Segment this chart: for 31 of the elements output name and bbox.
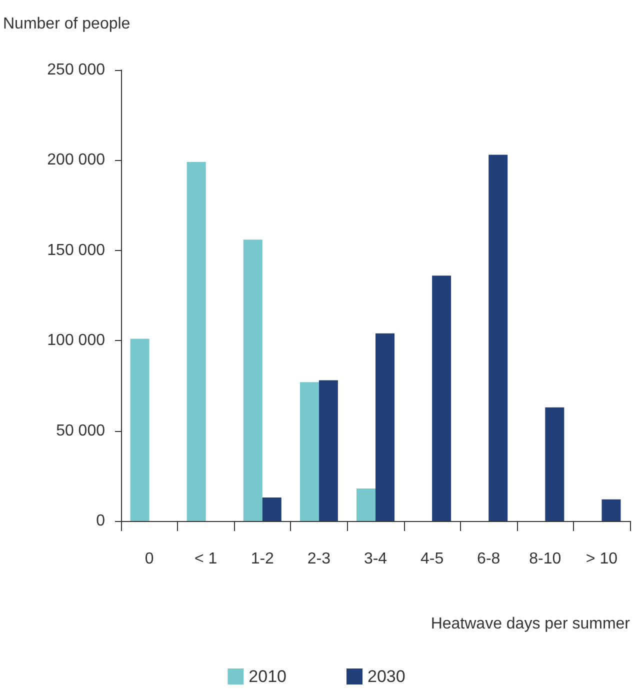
bar: [186, 162, 206, 521]
bar: [602, 499, 621, 521]
x-tick-label: 0: [144, 550, 154, 568]
bar: [243, 240, 262, 521]
x-tick-label: < 1: [194, 550, 218, 568]
bar: [432, 276, 452, 521]
x-tick-label: 6-8: [477, 550, 500, 568]
x-tick-label: 8-10: [529, 550, 562, 568]
bar: [356, 488, 376, 521]
y-axis-title: Number of people: [3, 16, 130, 32]
x-tick-label: 1-2: [250, 550, 274, 568]
y-tick-label: 50 000: [56, 422, 106, 440]
y-tick-label: 200 000: [47, 152, 106, 169]
x-tick-label: 4-5: [420, 550, 444, 568]
y-tick-label: 0: [96, 512, 106, 530]
legend-label: 2010: [248, 667, 287, 686]
bar: [488, 154, 508, 521]
x-tick-label: > 10: [586, 550, 618, 568]
bar: [318, 380, 338, 521]
x-tick-label: 3-4: [364, 550, 388, 568]
x-tick-label: 2-3: [307, 550, 331, 568]
bar: [262, 498, 282, 521]
bar: [300, 382, 319, 521]
bar: [130, 338, 150, 521]
bar: [545, 407, 564, 521]
y-tick-label: 250 000: [47, 62, 106, 78]
bar: [376, 333, 394, 521]
x-axis-title: Heatwave days per summer: [430, 616, 631, 632]
legend-label: 2030: [368, 667, 406, 686]
y-tick-label: 150 000: [47, 242, 106, 259]
y-tick-label: 100 000: [47, 332, 106, 350]
